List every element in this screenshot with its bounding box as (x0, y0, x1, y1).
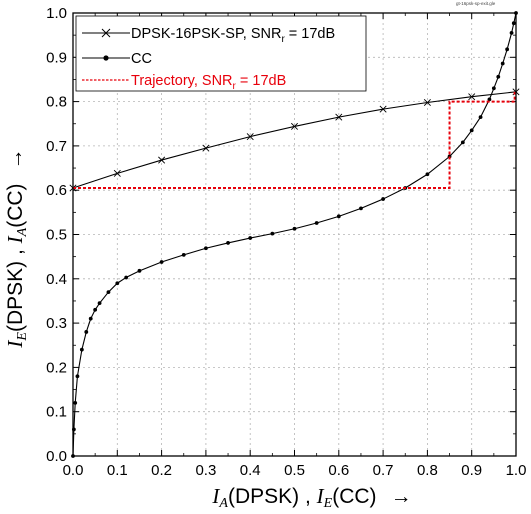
legend-item: CC (82, 51, 152, 67)
x-tick-label: 0.2 (151, 462, 172, 479)
legend: DPSK-16PSK-SP, SNRr = 17dB CC Trajectory, … (75, 15, 367, 92)
point-cc (509, 31, 514, 35)
x-tick-label: 0.1 (107, 462, 128, 479)
point-cc (381, 197, 385, 201)
point-cc (226, 241, 230, 245)
point-cc (73, 400, 78, 405)
x-tick-label: 0.6 (328, 462, 349, 479)
x-tick-label: 0.5 (284, 462, 305, 479)
point-cc (115, 281, 120, 286)
point-cc (359, 206, 363, 211)
point-cc (97, 301, 102, 306)
y-tick-label: 0.6 (46, 182, 67, 199)
x-tick-labels: 0.0 0.1 0.2 0.3 0.4 0.5 0.6 0.7 0.8 0.9 1.0 (63, 462, 527, 479)
x-tick-label: 1.0 (506, 462, 527, 479)
y-tick-label: 0.7 (46, 138, 67, 155)
x-tick-label: 0.7 (373, 462, 394, 479)
point-cc (124, 275, 129, 280)
point-cc (248, 236, 253, 240)
point-cc (270, 231, 275, 236)
point-dpsk (202, 144, 210, 152)
point-cc (491, 86, 496, 91)
point-cc (500, 61, 505, 66)
grid (73, 13, 516, 456)
y-tick-label: 0.8 (46, 94, 67, 111)
y-tick-label: 0.2 (46, 359, 67, 376)
point-dpsk (290, 122, 299, 130)
point-dpsk (468, 93, 476, 101)
x-tick-label: 0.8 (417, 462, 438, 479)
y-axis-label: IE(DPSK) , IA(CC)→ (3, 148, 30, 348)
x-tick-label: 0.3 (195, 462, 216, 479)
point-cc (314, 221, 319, 225)
y-tick-label: 0.4 (46, 271, 67, 288)
point-cc (336, 214, 341, 219)
point-cc (487, 97, 492, 102)
y-tick-label: 1.0 (46, 5, 67, 22)
legend-box (75, 15, 367, 92)
legend-item: DPSK-16PSK-SP, SNRr = 17dB (82, 26, 335, 45)
legend-marker (101, 28, 111, 38)
point-cc (159, 260, 164, 264)
y-tick-labels: 0.0 0.1 0.2 0.3 0.4 0.5 0.6 0.7 0.8 0.9 1.0 (46, 5, 67, 465)
point-cc (181, 252, 186, 257)
point-cc (425, 172, 430, 177)
point-dpsk (423, 98, 431, 107)
plot-frame (72, 12, 517, 457)
point-cc (478, 115, 483, 120)
y-tick-label: 0.0 (46, 448, 67, 465)
point-cc (88, 316, 93, 321)
point-cc (460, 140, 465, 145)
point-cc (505, 47, 510, 52)
point-cc (79, 347, 84, 352)
point-cc (292, 226, 297, 231)
point-dpsk (113, 169, 121, 177)
x-axis-label: IA(DPSK) , IE(CC) → (211, 484, 411, 511)
y-tick-label: 0.1 (46, 404, 67, 421)
point-dpsk (158, 156, 166, 164)
point-cc (84, 330, 89, 334)
point-cc (106, 290, 111, 294)
file-tag: gt-16psk-sp-exit.gle (456, 1, 496, 6)
plot-series (69, 11, 520, 458)
point-cc (93, 307, 98, 312)
point-cc (469, 128, 474, 133)
legend-item: Trajectory, SNRr = 17dB (82, 73, 286, 92)
legend-marker (103, 55, 109, 61)
point-dpsk (335, 113, 343, 121)
series-line-trajectory (73, 91, 516, 189)
point-cc (204, 246, 208, 251)
point-dpsk (246, 133, 254, 141)
point-dpsk (379, 105, 387, 113)
point-cc (75, 374, 80, 379)
legend-label: Trajectory, SNRr = 17dB (131, 73, 286, 92)
legend-label: DPSK-16PSK-SP, SNRr = 17dB (131, 26, 335, 45)
x-tick-label: 0.4 (240, 462, 261, 479)
point-cc (496, 74, 501, 79)
point-cc (137, 268, 142, 273)
legend-label: CC (131, 51, 152, 67)
x-tick-label: 0.0 (63, 462, 84, 479)
point-cc (511, 21, 516, 26)
y-tick-label: 0.3 (46, 315, 67, 332)
y-tick-label: 0.5 (46, 227, 67, 244)
x-tick-label: 0.9 (461, 462, 482, 479)
y-tick-label: 0.9 (46, 49, 67, 66)
